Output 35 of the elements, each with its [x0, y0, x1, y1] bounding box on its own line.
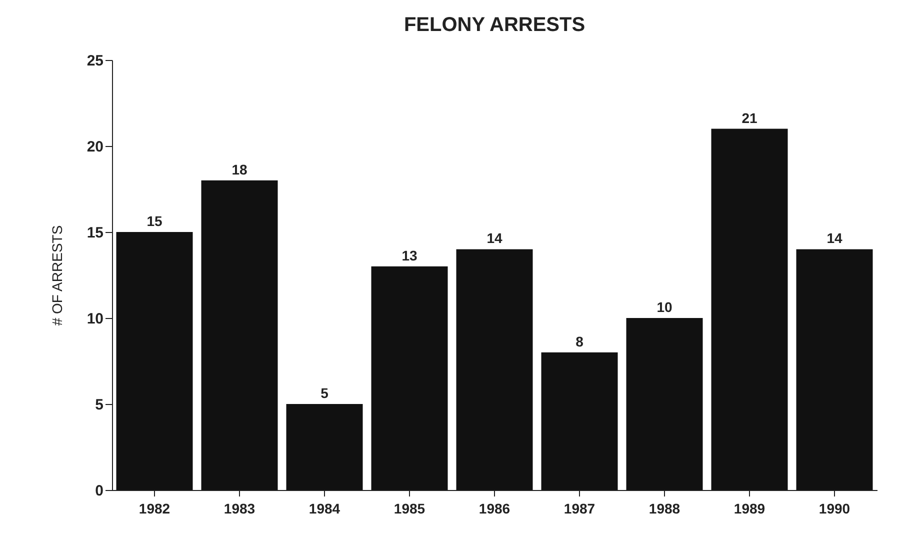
data-label: 8	[576, 333, 584, 350]
x-tick-label: 1986	[478, 500, 510, 516]
bar	[541, 352, 618, 490]
x-tick-label: 1983	[224, 500, 256, 516]
bar	[201, 180, 278, 490]
bar	[116, 232, 193, 490]
bar	[796, 249, 873, 490]
bar	[456, 249, 533, 490]
data-label: 14	[486, 230, 502, 246]
y-tick-label: 15	[86, 224, 104, 242]
y-tick-label: 25	[86, 52, 104, 70]
y-tick-label: 20	[86, 138, 104, 156]
y-axis-title: # OF ARRESTS	[48, 225, 65, 326]
x-tick-label: 1989	[734, 500, 766, 516]
chart-title: FELONY ARRESTS	[404, 14, 586, 36]
data-label: 13	[402, 247, 418, 264]
data-label: 14	[826, 230, 842, 246]
bar	[371, 266, 448, 490]
bar	[286, 404, 363, 490]
data-label: 10	[656, 299, 672, 315]
y-tick-label: 0	[95, 482, 104, 500]
x-tick-label: 1984	[308, 500, 340, 516]
x-tick-label: 1987	[564, 500, 596, 516]
x-tick-label: 1982	[138, 500, 170, 516]
data-label: 5	[320, 385, 329, 401]
y-tick-label: 10	[86, 310, 104, 328]
data-label: 18	[232, 161, 248, 178]
x-tick-label: 1988	[648, 500, 680, 516]
x-tick-label: 1990	[818, 500, 850, 516]
data-label: 21	[742, 110, 758, 126]
data-label: 15	[146, 213, 162, 229]
bar	[626, 318, 703, 490]
bar	[711, 128, 788, 490]
y-tick-label: 5	[95, 396, 104, 414]
x-tick-label: 1985	[394, 500, 426, 516]
